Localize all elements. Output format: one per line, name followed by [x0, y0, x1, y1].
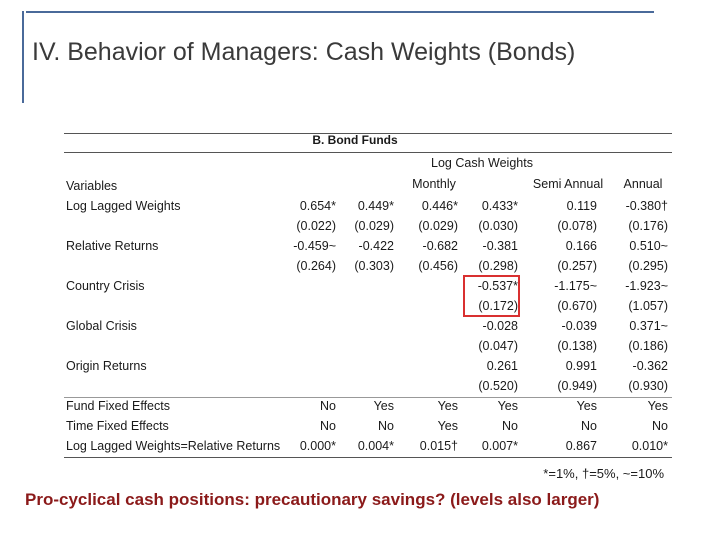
table-cell: No [320, 419, 336, 433]
slide-tagline: Pro-cyclical cash positions: precautiona… [25, 490, 600, 509]
table-cell: (0.264) [296, 259, 336, 273]
row-label-global-crisis: Global Crisis [66, 319, 137, 333]
table-cell: No [652, 419, 668, 433]
dependent-variable-header: Log Cash Weights [431, 156, 533, 170]
table-cell: (0.029) [418, 219, 458, 233]
table-cell: 0.004* [357, 439, 394, 453]
table-cell: -0.380† [625, 199, 668, 213]
table-cell: Yes [437, 399, 458, 413]
slide-title: IV. Behavior of Managers: Cash Weights (… [32, 38, 576, 66]
table-cell: -0.362 [632, 359, 668, 373]
table-cell: -0.459~ [293, 239, 336, 253]
table-cell: -0.039 [561, 319, 597, 333]
table-cell: 0.015† [419, 439, 458, 453]
fixed-effects-rule [64, 397, 672, 398]
table-cell: 0.371~ [629, 319, 668, 333]
table-cell: (0.298) [478, 259, 518, 273]
row-label-country-crisis: Country Crisis [66, 279, 145, 293]
table-cell: (0.456) [418, 259, 458, 273]
table-cell: (0.078) [557, 219, 597, 233]
variables-header: Variables [66, 179, 118, 193]
table-cell: (0.172) [478, 299, 518, 313]
table-cell: (0.670) [557, 299, 597, 313]
table-cell: -0.537* [477, 279, 518, 293]
table-cell: -1.923~ [625, 279, 668, 293]
semi-annual-header: Semi Annual [532, 177, 604, 191]
table-cell: 0.119 [566, 199, 597, 213]
table-cell: (0.520) [478, 379, 518, 393]
table-cell: No [320, 399, 336, 413]
table-cell: (0.030) [478, 219, 518, 233]
table-cell: (0.949) [557, 379, 597, 393]
row-label-time-fixed-effects: Time Fixed Effects [66, 419, 169, 433]
table-cell: Yes [647, 399, 668, 413]
table-cell: Yes [373, 399, 394, 413]
table-cell: No [378, 419, 394, 433]
table-cell: 0.010* [631, 439, 668, 453]
row-label-origin-returns: Origin Returns [66, 359, 147, 373]
table-cell: (0.186) [628, 339, 668, 353]
row-label-relative-returns: Relative Returns [66, 239, 159, 253]
table-cell: (0.029) [354, 219, 394, 233]
table-cell: 0.166 [565, 239, 597, 253]
table-cell: 0.007* [481, 439, 518, 453]
table-cell: -0.422 [358, 239, 394, 253]
row-label-fund-fixed-effects: Fund Fixed Effects [66, 399, 170, 413]
table-cell: 0.991 [565, 359, 597, 373]
row-label-weights-equal-returns-test: Log Lagged Weights=Relative Returns [66, 439, 281, 453]
table-cell: No [502, 419, 518, 433]
table-cell: -0.381 [482, 239, 518, 253]
table-cell: Yes [576, 399, 597, 413]
table-cell: (0.303) [354, 259, 394, 273]
table-cell: No [581, 419, 597, 433]
table-cell: Yes [497, 399, 518, 413]
table-cell: -1.175~ [554, 279, 597, 293]
table-cell: 0.261 [486, 359, 518, 373]
row-label-log-lagged-weights: Log Lagged Weights [66, 199, 181, 213]
country-crisis-highlight-box [463, 275, 520, 317]
table-cell: (0.295) [628, 259, 668, 273]
table-cell: 0.433* [481, 199, 518, 213]
table-cell: 0.654* [299, 199, 336, 213]
table-cell: Yes [437, 419, 458, 433]
annual-header: Annual [623, 177, 663, 191]
table-cell: 0.510~ [629, 239, 668, 253]
significance-footnote: *=1%, †=5%, ~=10% [543, 466, 664, 481]
table-cell: -0.028 [482, 319, 518, 333]
table-cell: (0.047) [478, 339, 518, 353]
table-cell: 0.446* [421, 199, 458, 213]
table-cell: (0.176) [628, 219, 668, 233]
table-cell: 0.000* [299, 439, 336, 453]
table-cell: (0.257) [557, 259, 597, 273]
monthly-header: Monthly [412, 177, 456, 191]
frame-top-line [26, 11, 654, 13]
table-cell: -0.682 [422, 239, 458, 253]
panel-title: B. Bond Funds [312, 133, 398, 147]
table-cell: 0.449* [357, 199, 394, 213]
table-cell: 0.867 [565, 439, 597, 453]
frame-left-line [22, 11, 24, 103]
table-bottom-rule [64, 457, 672, 458]
table-top-rule [64, 133, 672, 134]
table-cell: (1.057) [628, 299, 668, 313]
table-cell: (0.138) [557, 339, 597, 353]
table-cell: (0.930) [628, 379, 668, 393]
table-cell: (0.022) [296, 219, 336, 233]
panel-title-rule [64, 152, 672, 153]
